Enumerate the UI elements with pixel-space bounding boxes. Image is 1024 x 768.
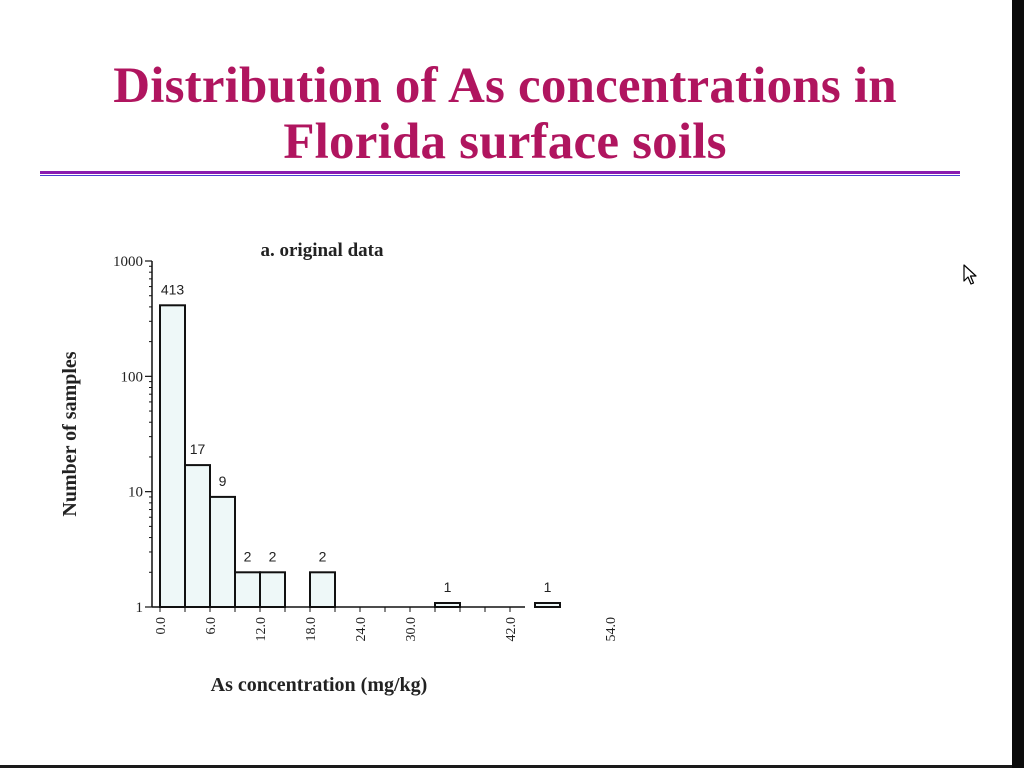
axes-layer: 1 10 100 1000 0.0 6.0 12.0 18.0 24.0 30.0 42.0 54.0 bbox=[113, 254, 619, 642]
x-tick-label: 30.0 bbox=[404, 617, 419, 642]
slide-title: Distribution of As concentrations in Flo… bbox=[40, 58, 970, 170]
chart-subtitle: a. original data bbox=[261, 240, 384, 261]
bar-value-label: 17 bbox=[190, 441, 206, 457]
bar-value-label: 2 bbox=[319, 548, 327, 564]
histogram-bar bbox=[184, 464, 211, 608]
slide-title-line-1: Distribution of As concentrations in bbox=[113, 58, 897, 114]
histogram-bar bbox=[309, 571, 336, 608]
title-rule-purple bbox=[40, 171, 960, 174]
bar-value-label: 2 bbox=[269, 548, 277, 564]
histogram-bar bbox=[534, 602, 561, 608]
bar-value-label: 1 bbox=[444, 579, 452, 595]
x-tick-label: 24.0 bbox=[354, 617, 369, 642]
bar-value-label: 2 bbox=[244, 548, 252, 564]
x-tick-label: 54.0 bbox=[604, 617, 619, 642]
right-edge-strip bbox=[1012, 0, 1024, 768]
x-tick-label: 42.0 bbox=[504, 617, 519, 642]
mouse-pointer-icon bbox=[963, 264, 977, 285]
slide-title-line-2: Florida surface soils bbox=[283, 114, 727, 170]
y-tick-label: 1000 bbox=[113, 254, 143, 270]
x-tick-label: 0.0 bbox=[154, 617, 169, 635]
histogram-bar bbox=[209, 495, 236, 608]
x-tick-label: 6.0 bbox=[204, 617, 219, 635]
y-tick-label: 10 bbox=[128, 485, 143, 501]
y-axis-title: Number of samples bbox=[59, 351, 81, 516]
histogram-bar bbox=[159, 304, 186, 608]
bar-value-label: 9 bbox=[219, 473, 227, 489]
histogram-bar bbox=[259, 571, 286, 608]
histogram-bar bbox=[234, 571, 261, 608]
data-labels-layer: 413 17 9 2 2 2 1 1 bbox=[161, 281, 552, 595]
y-tick-label: 1 bbox=[136, 600, 144, 616]
bars-layer bbox=[159, 304, 561, 608]
x-tick-label: 18.0 bbox=[304, 617, 319, 642]
bottom-edge-line bbox=[0, 765, 1012, 768]
title-rule-blue bbox=[40, 175, 960, 176]
x-axis-title: As concentration (mg/kg) bbox=[211, 674, 428, 696]
y-tick-label: 100 bbox=[121, 369, 144, 385]
bar-value-label: 413 bbox=[161, 281, 185, 297]
bar-value-label: 1 bbox=[544, 579, 552, 595]
x-tick-label: 12.0 bbox=[254, 617, 269, 642]
